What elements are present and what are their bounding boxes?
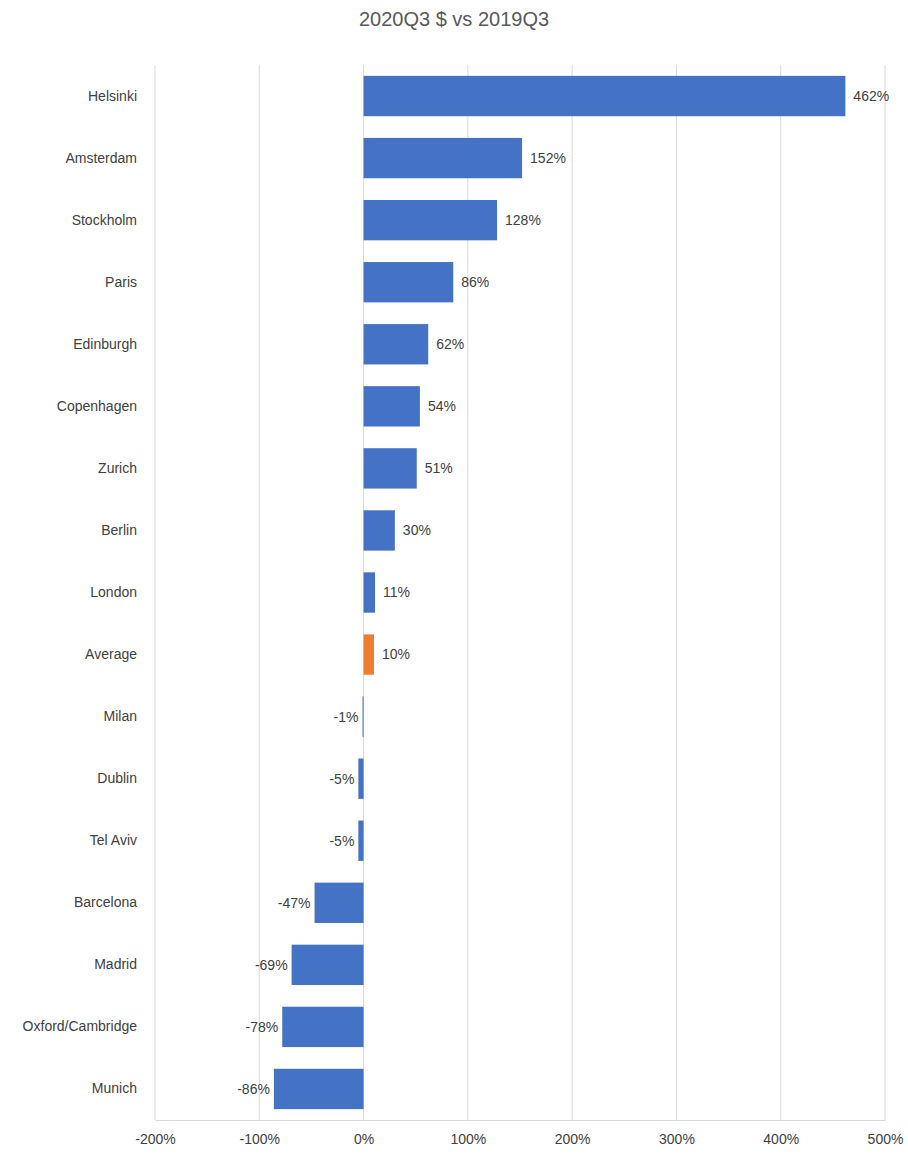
y-tick: Amsterdam bbox=[65, 150, 155, 166]
y-tick-label: Helsinki bbox=[88, 88, 137, 104]
bar bbox=[364, 386, 420, 426]
y-tick: Barcelona bbox=[74, 894, 155, 910]
data-label: 152% bbox=[530, 150, 566, 166]
x-tick-label: 400% bbox=[763, 1131, 799, 1147]
bar bbox=[364, 262, 454, 302]
bar bbox=[364, 448, 417, 488]
y-tick: Oxford/Cambridge bbox=[23, 1018, 155, 1034]
y-tick: London bbox=[90, 584, 155, 600]
data-label: 54% bbox=[428, 398, 456, 414]
data-label: 30% bbox=[403, 522, 431, 538]
x-tick-label: 500% bbox=[868, 1131, 904, 1147]
x-tick: 200% bbox=[555, 1120, 591, 1147]
y-tick-label: Berlin bbox=[101, 522, 137, 538]
y-tick-label: London bbox=[90, 584, 137, 600]
data-label: -47% bbox=[278, 895, 311, 911]
y-tick: Paris bbox=[105, 274, 155, 290]
y-tick: Zurich bbox=[98, 460, 155, 476]
y-tick: Stockholm bbox=[72, 212, 155, 228]
x-tick-label: 0% bbox=[354, 1131, 374, 1147]
data-label: -5% bbox=[329, 833, 354, 849]
grid-line bbox=[676, 65, 677, 1120]
bar bbox=[364, 138, 523, 178]
x-tick: -100% bbox=[240, 1120, 280, 1147]
y-tick: Dublin bbox=[97, 770, 155, 786]
y-tick-label: Madrid bbox=[94, 956, 137, 972]
y-tick: Milan bbox=[104, 708, 155, 724]
grid-line bbox=[885, 65, 886, 1120]
y-tick-label: Tel Aviv bbox=[90, 832, 137, 848]
y-tick: Average bbox=[85, 646, 155, 662]
bar bbox=[364, 510, 395, 550]
x-axis: -200% -100% 0% 100% 200% 300% 400% 500% bbox=[135, 1120, 903, 1147]
y-tick: Copenhagen bbox=[57, 398, 155, 414]
data-label: -78% bbox=[246, 1019, 279, 1035]
data-label: -5% bbox=[329, 771, 354, 787]
y-tick: Edinburgh bbox=[73, 336, 155, 352]
grid-line bbox=[780, 65, 781, 1120]
bar bbox=[315, 883, 364, 923]
bar bbox=[292, 945, 364, 985]
x-tick: -200% bbox=[135, 1120, 175, 1147]
data-label: 62% bbox=[436, 336, 464, 352]
x-tick: 300% bbox=[659, 1120, 695, 1147]
bar bbox=[364, 634, 374, 674]
x-tick-label: 300% bbox=[659, 1131, 695, 1147]
data-label: 51% bbox=[425, 460, 453, 476]
x-tick: 100% bbox=[450, 1120, 486, 1147]
grid-line bbox=[572, 65, 573, 1120]
grid bbox=[155, 65, 885, 1120]
data-label: 128% bbox=[505, 212, 541, 228]
y-tick: Madrid bbox=[94, 956, 155, 972]
x-tick-label: -200% bbox=[135, 1131, 175, 1147]
x-tick: 500% bbox=[868, 1120, 904, 1147]
y-tick-label: Stockholm bbox=[72, 212, 137, 228]
bar bbox=[364, 572, 375, 612]
bar bbox=[282, 1007, 363, 1047]
y-tick-label: Munich bbox=[92, 1080, 137, 1096]
bar bbox=[274, 1069, 364, 1109]
data-labels: 462% 152% 128% 86% 62% 54% 51% 30% 11% 10% -1% -5% -… bbox=[237, 88, 889, 1097]
data-label: 11% bbox=[383, 584, 410, 600]
bar bbox=[364, 76, 846, 116]
x-tick: 400% bbox=[763, 1120, 799, 1147]
data-label: -69% bbox=[255, 957, 288, 973]
x-tick: 0% bbox=[354, 1120, 374, 1147]
y-tick: Tel Aviv bbox=[90, 832, 155, 848]
bar bbox=[363, 696, 364, 736]
plot: 462% 152% 128% 86% 62% 54% 51% 30% 11% 10% -1% -5% -… bbox=[23, 65, 904, 1147]
y-axis: Helsinki Amsterdam Stockholm Paris Edinburgh… bbox=[23, 88, 155, 1097]
y-tick-label: Zurich bbox=[98, 460, 137, 476]
data-label: -1% bbox=[334, 709, 359, 725]
x-tick-label: 100% bbox=[450, 1131, 486, 1147]
grid-line bbox=[155, 65, 156, 1120]
y-tick: Helsinki bbox=[88, 88, 155, 104]
data-label: 10% bbox=[382, 646, 410, 662]
bar bbox=[358, 759, 363, 799]
y-tick-label: Paris bbox=[105, 274, 137, 290]
chart: 2020Q3 $ vs 2019Q3 462% 152% 128% 86% 62% 54% 5… bbox=[0, 0, 908, 1170]
data-label: -86% bbox=[237, 1081, 270, 1097]
y-tick-label: Edinburgh bbox=[73, 336, 137, 352]
chart-title: 2020Q3 $ vs 2019Q3 bbox=[359, 8, 549, 30]
y-tick-label: Copenhagen bbox=[57, 398, 137, 414]
y-tick: Berlin bbox=[101, 522, 155, 538]
data-label: 86% bbox=[461, 274, 489, 290]
y-tick-label: Dublin bbox=[97, 770, 137, 786]
x-tick-label: 200% bbox=[555, 1131, 591, 1147]
x-tick-label: -100% bbox=[240, 1131, 280, 1147]
y-tick-label: Average bbox=[85, 646, 137, 662]
x-axis-line bbox=[156, 1120, 886, 1121]
data-label: 462% bbox=[853, 88, 889, 104]
y-tick-label: Milan bbox=[104, 708, 137, 724]
bars bbox=[274, 76, 845, 1109]
y-tick-label: Amsterdam bbox=[65, 150, 137, 166]
bar bbox=[364, 200, 497, 240]
bar bbox=[364, 324, 429, 364]
y-tick-label: Oxford/Cambridge bbox=[23, 1018, 138, 1034]
bar bbox=[358, 821, 363, 861]
y-tick-label: Barcelona bbox=[74, 894, 137, 910]
y-tick: Munich bbox=[92, 1080, 155, 1096]
